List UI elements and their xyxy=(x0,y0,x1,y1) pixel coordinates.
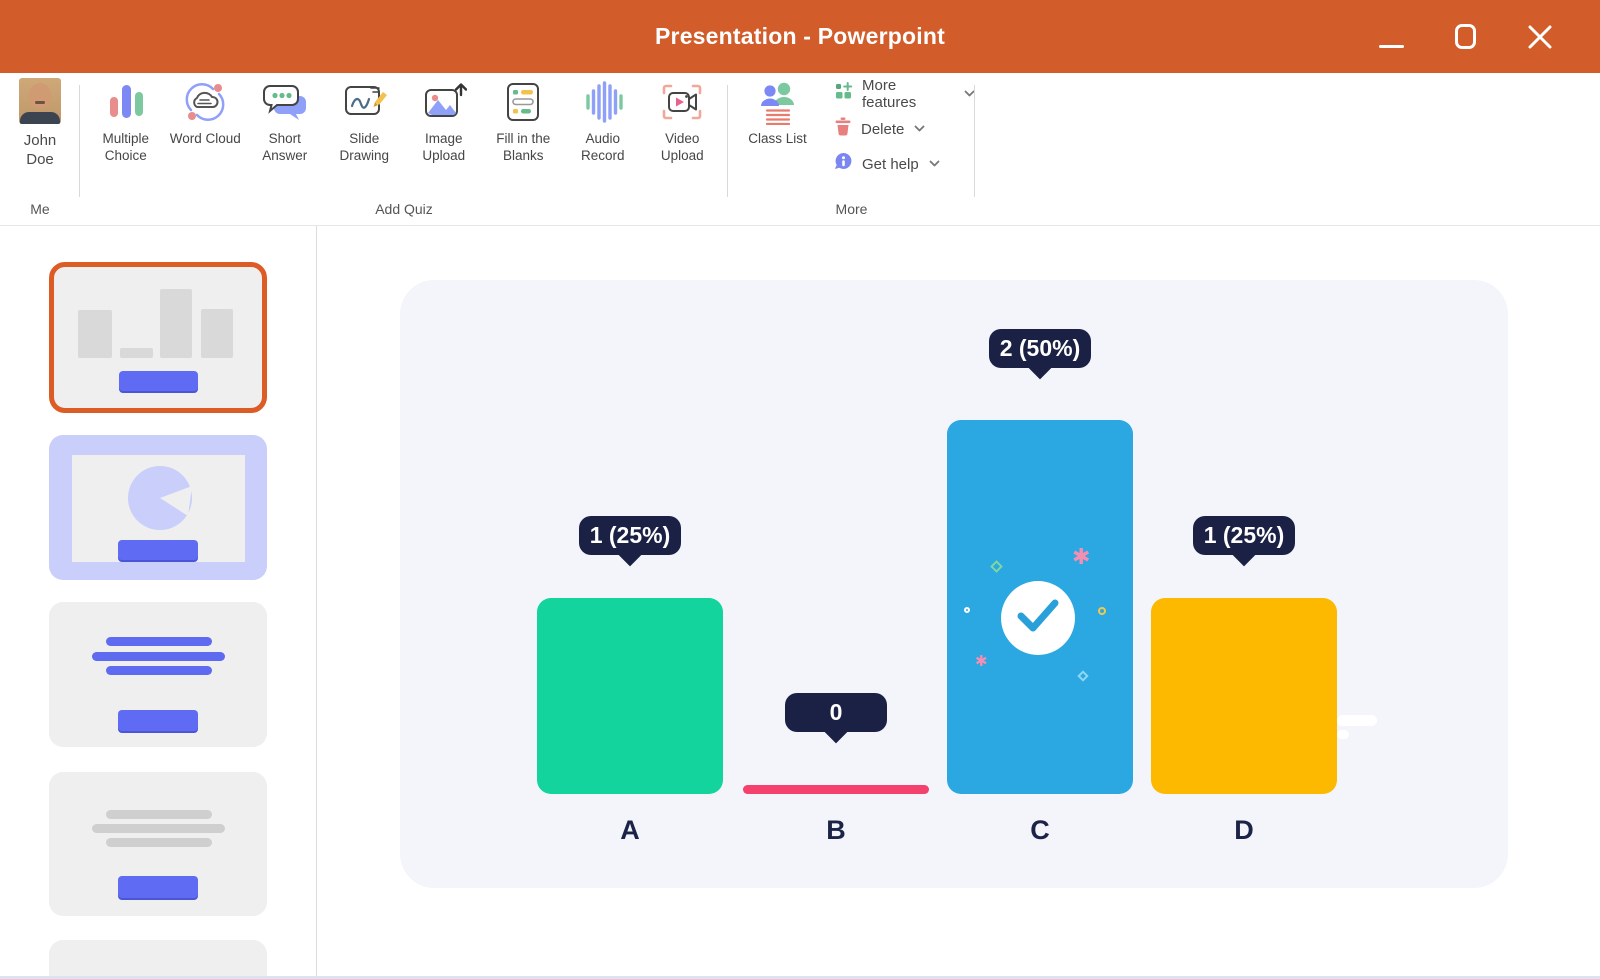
ribbon-button-label: Multiple Choice xyxy=(102,131,150,163)
multiple-choice-icon xyxy=(104,78,148,126)
category-label-B: B xyxy=(826,815,846,845)
value-callout-A: 1 (25%) xyxy=(579,516,681,555)
chevron-down-icon xyxy=(929,160,940,168)
maximize-icon[interactable] xyxy=(1455,24,1476,49)
chevron-down-icon xyxy=(914,125,925,133)
ribbon-button-word-cloud[interactable]: Word Cloud xyxy=(166,78,245,164)
class-list-button[interactable]: Class List xyxy=(738,78,817,147)
ribbon-button-image-upload[interactable]: Image Upload xyxy=(404,78,483,164)
dash-decoration xyxy=(1337,715,1377,726)
check-icon xyxy=(1015,598,1061,639)
dash-decoration xyxy=(1337,730,1349,739)
class-list-label: Class List xyxy=(748,131,807,146)
user-name: John Doe xyxy=(23,132,57,168)
slide-thumbnail-3[interactable] xyxy=(49,602,267,747)
ribbon-separator xyxy=(974,85,975,197)
ribbon-button-label: Image Upload xyxy=(422,131,466,163)
ribbon-group-add-quiz: Multiple Choice Word Cloud Short Answer Sli… xyxy=(80,73,728,225)
bottom-strip xyxy=(0,976,1600,979)
answer-bar-B xyxy=(743,785,929,794)
ribbon-separator xyxy=(79,85,80,197)
profile-button[interactable]: John Doe xyxy=(0,78,80,169)
ribbon-group-me: John Doe Me xyxy=(0,73,80,225)
ribbon-spacer xyxy=(975,73,1600,225)
ribbon-button-label: Short Answer xyxy=(262,131,308,163)
fill-blanks-icon xyxy=(501,78,545,126)
menu-item-label: Get help xyxy=(862,155,919,173)
menu-item-label: More features xyxy=(862,77,917,111)
ribbon-button-slide-drawing[interactable]: Slide Drawing xyxy=(325,78,404,164)
ribbon-button-audio-record[interactable]: Audio Record xyxy=(563,78,642,164)
window-controls xyxy=(1379,0,1553,73)
word-cloud-icon xyxy=(182,78,228,126)
ribbon-button-label: Fill in the Blanks xyxy=(496,131,551,163)
correct-answer-badge xyxy=(1001,581,1075,655)
window-title: Presentation - Powerpoint xyxy=(655,23,945,49)
group-label-more: More xyxy=(835,201,868,217)
ribbon-button-short-answer[interactable]: Short Answer xyxy=(245,78,324,164)
menu-item-delete[interactable]: Delete xyxy=(834,117,975,141)
menu-item-get-help[interactable]: Get help xyxy=(834,152,975,176)
class-list-icon xyxy=(755,78,801,126)
minimize-icon[interactable] xyxy=(1379,24,1404,50)
delete-icon xyxy=(834,117,852,141)
ribbon-button-multiple-choice[interactable]: Multiple Choice xyxy=(86,78,165,164)
slide-thumbnail-1-selected[interactable] xyxy=(49,262,267,413)
video-upload-icon xyxy=(659,78,705,126)
avatar xyxy=(19,78,61,124)
more-features-icon xyxy=(834,82,853,106)
slide-thumbnail-2[interactable] xyxy=(49,435,267,580)
ribbon: John Doe Me Multiple Choice Word Cloud Sho… xyxy=(0,73,1600,226)
chevron-down-icon xyxy=(964,90,975,98)
short-answer-icon xyxy=(262,78,308,126)
answer-bar-A xyxy=(537,598,723,794)
ribbon-button-label: Audio Record xyxy=(580,131,625,163)
slide-thumbnail-5[interactable] xyxy=(49,940,267,979)
group-label-add-quiz: Add Quiz xyxy=(375,201,433,217)
menu-item-label: Delete xyxy=(861,120,905,138)
ribbon-button-video-upload[interactable]: Video Upload xyxy=(643,78,722,164)
close-icon[interactable] xyxy=(1527,24,1553,50)
value-callout-C: 2 (50%) xyxy=(989,329,1091,368)
menu-item-more-features[interactable]: More features xyxy=(834,77,975,111)
ribbon-group-more: Class List More features Delete Get help M… xyxy=(728,73,975,225)
category-label-C: C xyxy=(1030,815,1050,845)
group-label-me: Me xyxy=(30,201,50,217)
slide-thumbnail-panel xyxy=(0,226,317,979)
image-upload-icon xyxy=(421,78,467,126)
category-label-D: D xyxy=(1234,815,1254,845)
titlebar: Presentation - Powerpoint xyxy=(0,0,1600,73)
category-label-A: A xyxy=(620,815,640,845)
answer-bar-D xyxy=(1151,598,1337,794)
workarea: 1 (25%) A 0 B 2 (50%) C 1 (25%) D ✱ ✱ xyxy=(0,226,1600,979)
ribbon-button-label: Video Upload xyxy=(660,131,704,163)
value-callout-D: 1 (25%) xyxy=(1193,516,1295,555)
ribbon-button-label: Word Cloud xyxy=(169,131,241,146)
slide-canvas: 1 (25%) A 0 B 2 (50%) C 1 (25%) D ✱ ✱ xyxy=(317,226,1600,978)
slide-drawing-icon xyxy=(341,78,388,126)
ribbon-button-fill-blanks[interactable]: Fill in the Blanks xyxy=(484,78,563,164)
audio-record-icon xyxy=(581,78,625,126)
get-help-icon xyxy=(834,152,853,176)
ribbon-button-label: Slide Drawing xyxy=(339,131,390,163)
ribbon-separator xyxy=(727,85,728,197)
slide-thumbnail-4[interactable] xyxy=(49,772,267,916)
value-callout-B: 0 xyxy=(785,693,887,732)
results-panel: 1 (25%) A 0 B 2 (50%) C 1 (25%) D ✱ ✱ xyxy=(400,280,1508,888)
